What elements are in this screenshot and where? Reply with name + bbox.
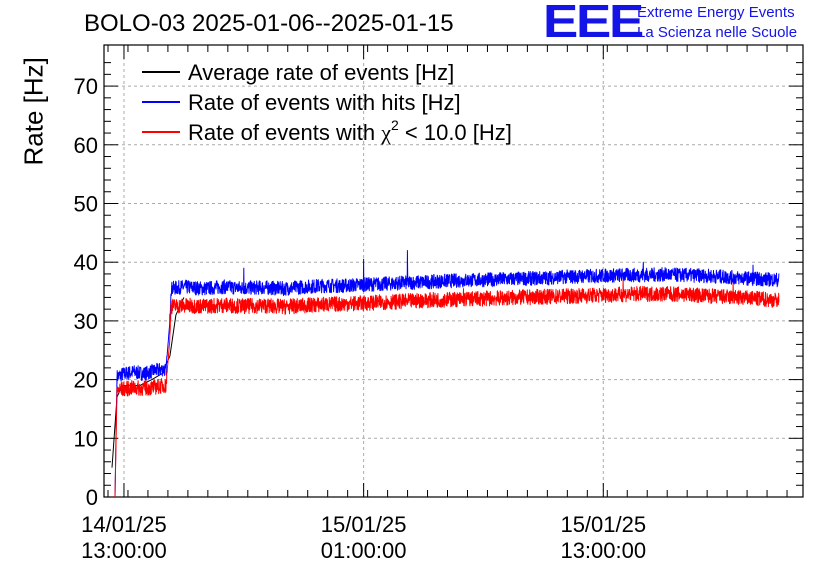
y-tick-label: 30 (74, 309, 98, 334)
plot-frame (103, 44, 804, 498)
series-line-chi2 (114, 279, 780, 498)
x-tick-label-date: 14/01/25 (81, 512, 167, 537)
y-tick-label: 60 (74, 133, 98, 158)
chart-title: BOLO-03 2025-01-06--2025-01-15 (84, 10, 454, 37)
legend-label-hits: Rate of events with hits [Hz] (188, 90, 461, 115)
y-tick-label: 10 (74, 426, 98, 451)
x-tick-label-date: 15/01/25 (321, 512, 407, 537)
y-tick-label: 0 (86, 485, 98, 510)
legend-label-chi2: Rate of events with χ2 < 10.0 [Hz] (188, 117, 512, 145)
x-tick-label-time: 13:00:00 (560, 538, 646, 563)
eee-logo: EEE (543, 0, 644, 47)
series-line-hits (114, 250, 780, 498)
legend-label-average: Average rate of events [Hz] (188, 60, 454, 85)
x-tick-label-date: 15/01/25 (560, 512, 646, 537)
x-tick-label-time: 13:00:00 (81, 538, 167, 563)
x-tick-label-time: 01:00:00 (321, 538, 407, 563)
logo-line-2: La Scienza nelle Scuole (637, 24, 798, 41)
y-tick-label: 40 (74, 250, 98, 275)
y-tick-label: 20 (74, 368, 98, 393)
series-line-average (111, 297, 185, 468)
y-tick-label: 70 (74, 74, 98, 99)
logo-line-1: Extreme Energy Events (637, 4, 795, 21)
y-tick-label: 50 (74, 191, 98, 216)
